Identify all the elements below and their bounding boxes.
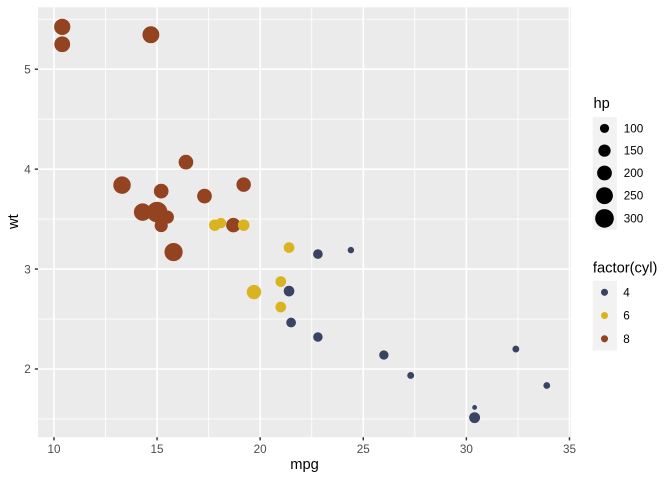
- svg-text:4: 4: [24, 163, 31, 176]
- svg-text:hp: hp: [594, 96, 610, 112]
- svg-text:3: 3: [24, 263, 31, 276]
- svg-text:6: 6: [623, 310, 630, 323]
- svg-text:wt: wt: [6, 214, 22, 230]
- svg-text:250: 250: [624, 190, 644, 203]
- svg-text:factor(cyl): factor(cyl): [593, 261, 657, 277]
- svg-text:5: 5: [24, 63, 31, 76]
- svg-text:200: 200: [624, 167, 644, 180]
- svg-text:100: 100: [624, 122, 644, 135]
- svg-text:8: 8: [623, 333, 630, 346]
- svg-text:30: 30: [460, 443, 474, 456]
- svg-text:15: 15: [151, 443, 165, 456]
- svg-text:300: 300: [624, 212, 644, 225]
- svg-text:20: 20: [254, 443, 268, 456]
- svg-text:10: 10: [47, 443, 61, 456]
- svg-text:4: 4: [623, 286, 630, 299]
- svg-text:mpg: mpg: [290, 457, 319, 473]
- svg-text:35: 35: [563, 443, 577, 456]
- svg-text:150: 150: [624, 145, 644, 158]
- svg-text:2: 2: [24, 363, 31, 376]
- svg-text:25: 25: [357, 443, 371, 456]
